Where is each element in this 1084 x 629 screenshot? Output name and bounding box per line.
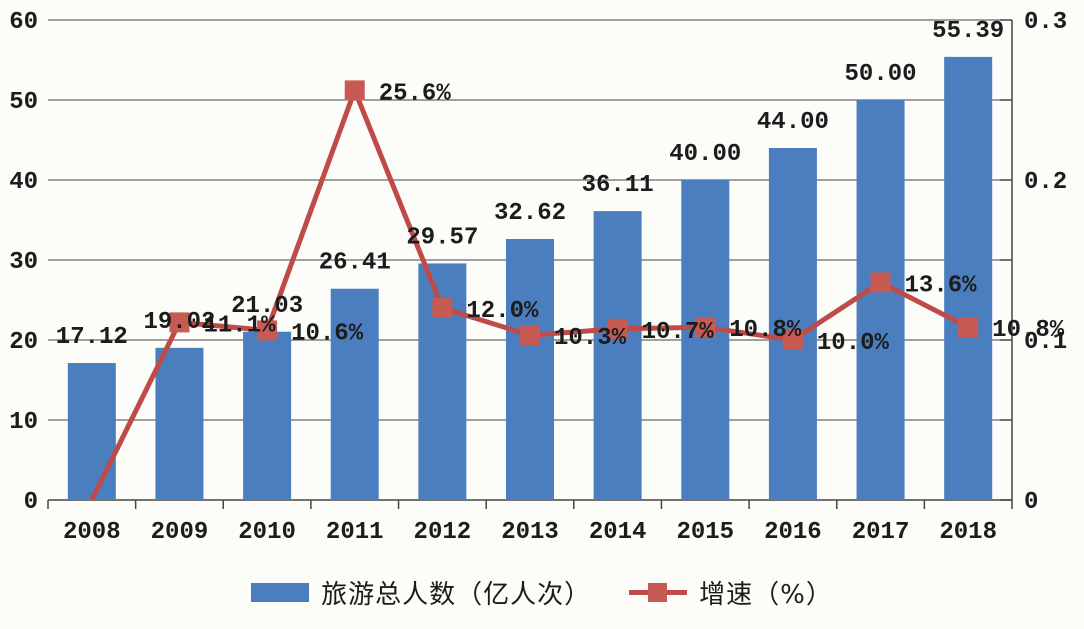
- bar-2009: [155, 347, 204, 500]
- left-axis-label: 50: [9, 89, 38, 116]
- bar-value-label: 55.39: [932, 18, 1004, 45]
- legend-line-marker-icon: [648, 582, 668, 602]
- x-axis-label: 2017: [852, 519, 910, 546]
- x-axis-label: 2016: [764, 519, 822, 546]
- growth-value-label: 10.3%: [554, 325, 627, 352]
- bar-value-label: 44.00: [757, 109, 829, 136]
- legend-bar-label: 旅游总人数（亿人次）: [321, 579, 592, 610]
- growth-value-label: 10.8%: [992, 317, 1065, 344]
- right-axis-label: 0.1: [1024, 329, 1067, 356]
- left-axis-label: 0: [24, 489, 38, 516]
- x-axis-label: 2011: [326, 519, 384, 546]
- bar-2017: [856, 100, 905, 500]
- bar-2014: [593, 211, 642, 500]
- bar-2011: [330, 288, 379, 500]
- legend: 旅游总人数（亿人次） 增速（%）: [0, 570, 1084, 614]
- bar-value-label: 40.00: [669, 141, 741, 168]
- growth-marker-2017: [870, 272, 891, 293]
- combo-chart-canvas: 0 10 20 30 40 50 60 0 0.1 0.2 0.3 2008 2009 2010 2011 2…: [9, 9, 1067, 546]
- left-axis-label: 20: [9, 329, 38, 356]
- growth-marker-2018: [958, 317, 979, 338]
- growth-value-label: 10.0%: [817, 330, 890, 357]
- bar-2016: [768, 148, 817, 500]
- legend-bar-swatch: [251, 582, 310, 602]
- growth-marker-2014: [607, 318, 628, 339]
- x-axis-label: 2014: [589, 519, 647, 546]
- growth-value-label: 10.7%: [642, 319, 715, 346]
- left-axis-label: 60: [9, 9, 38, 36]
- bar-value-label: 50.00: [845, 61, 917, 88]
- growth-marker-2016: [782, 330, 803, 350]
- bar-value-label: 17.12: [56, 324, 128, 351]
- x-axis-label: 2018: [939, 519, 997, 546]
- bar-2013: [506, 239, 554, 501]
- growth-marker-2011: [344, 80, 365, 101]
- x-axis-label: 2008: [63, 519, 121, 546]
- growth-value-label: 12.0%: [466, 298, 539, 325]
- x-axis-label: 2015: [676, 519, 734, 546]
- growth-marker-2010: [257, 320, 278, 341]
- x-axis-label: 2012: [414, 519, 472, 546]
- bar-value-label: 29.57: [406, 224, 478, 251]
- growth-value-label: 10.8%: [729, 317, 802, 344]
- growth-value-label: 11.1%: [203, 312, 276, 339]
- x-axis-label: 2009: [151, 519, 209, 546]
- left-axis-label: 30: [9, 249, 38, 276]
- legend-line-swatch: [629, 582, 688, 602]
- bar-value-label: 26.41: [319, 250, 391, 277]
- legend-line-label: 增速（%）: [699, 579, 833, 610]
- right-axis-label: 0: [1024, 489, 1038, 516]
- bar-value-label: 21.03: [231, 293, 303, 320]
- growth-marker-2012: [432, 298, 453, 318]
- bar-value-label: 19.02: [143, 309, 215, 336]
- bar-2015: [681, 180, 730, 500]
- x-axis-label: 2013: [501, 519, 559, 546]
- right-axis-label: 0.3: [1024, 9, 1067, 36]
- bar-value-label: 36.11: [582, 172, 654, 199]
- growth-marker-2013: [520, 325, 540, 346]
- bar-2010: [243, 331, 292, 500]
- growth-marker-2015: [695, 317, 716, 338]
- bar-2008: [67, 363, 116, 500]
- x-axis-label: 2010: [238, 519, 296, 546]
- left-axis-label: 10: [9, 409, 38, 436]
- growth-marker-2009: [169, 312, 190, 333]
- growth-value-label: 13.6%: [905, 272, 978, 299]
- bar-2018: [944, 56, 993, 500]
- growth-value-label: 10.6%: [291, 320, 364, 347]
- right-axis-label: 0.2: [1024, 169, 1067, 196]
- left-axis-label: 40: [9, 169, 38, 196]
- bar-value-label: 32.62: [494, 200, 566, 227]
- growth-value-label: 25.6%: [379, 80, 452, 107]
